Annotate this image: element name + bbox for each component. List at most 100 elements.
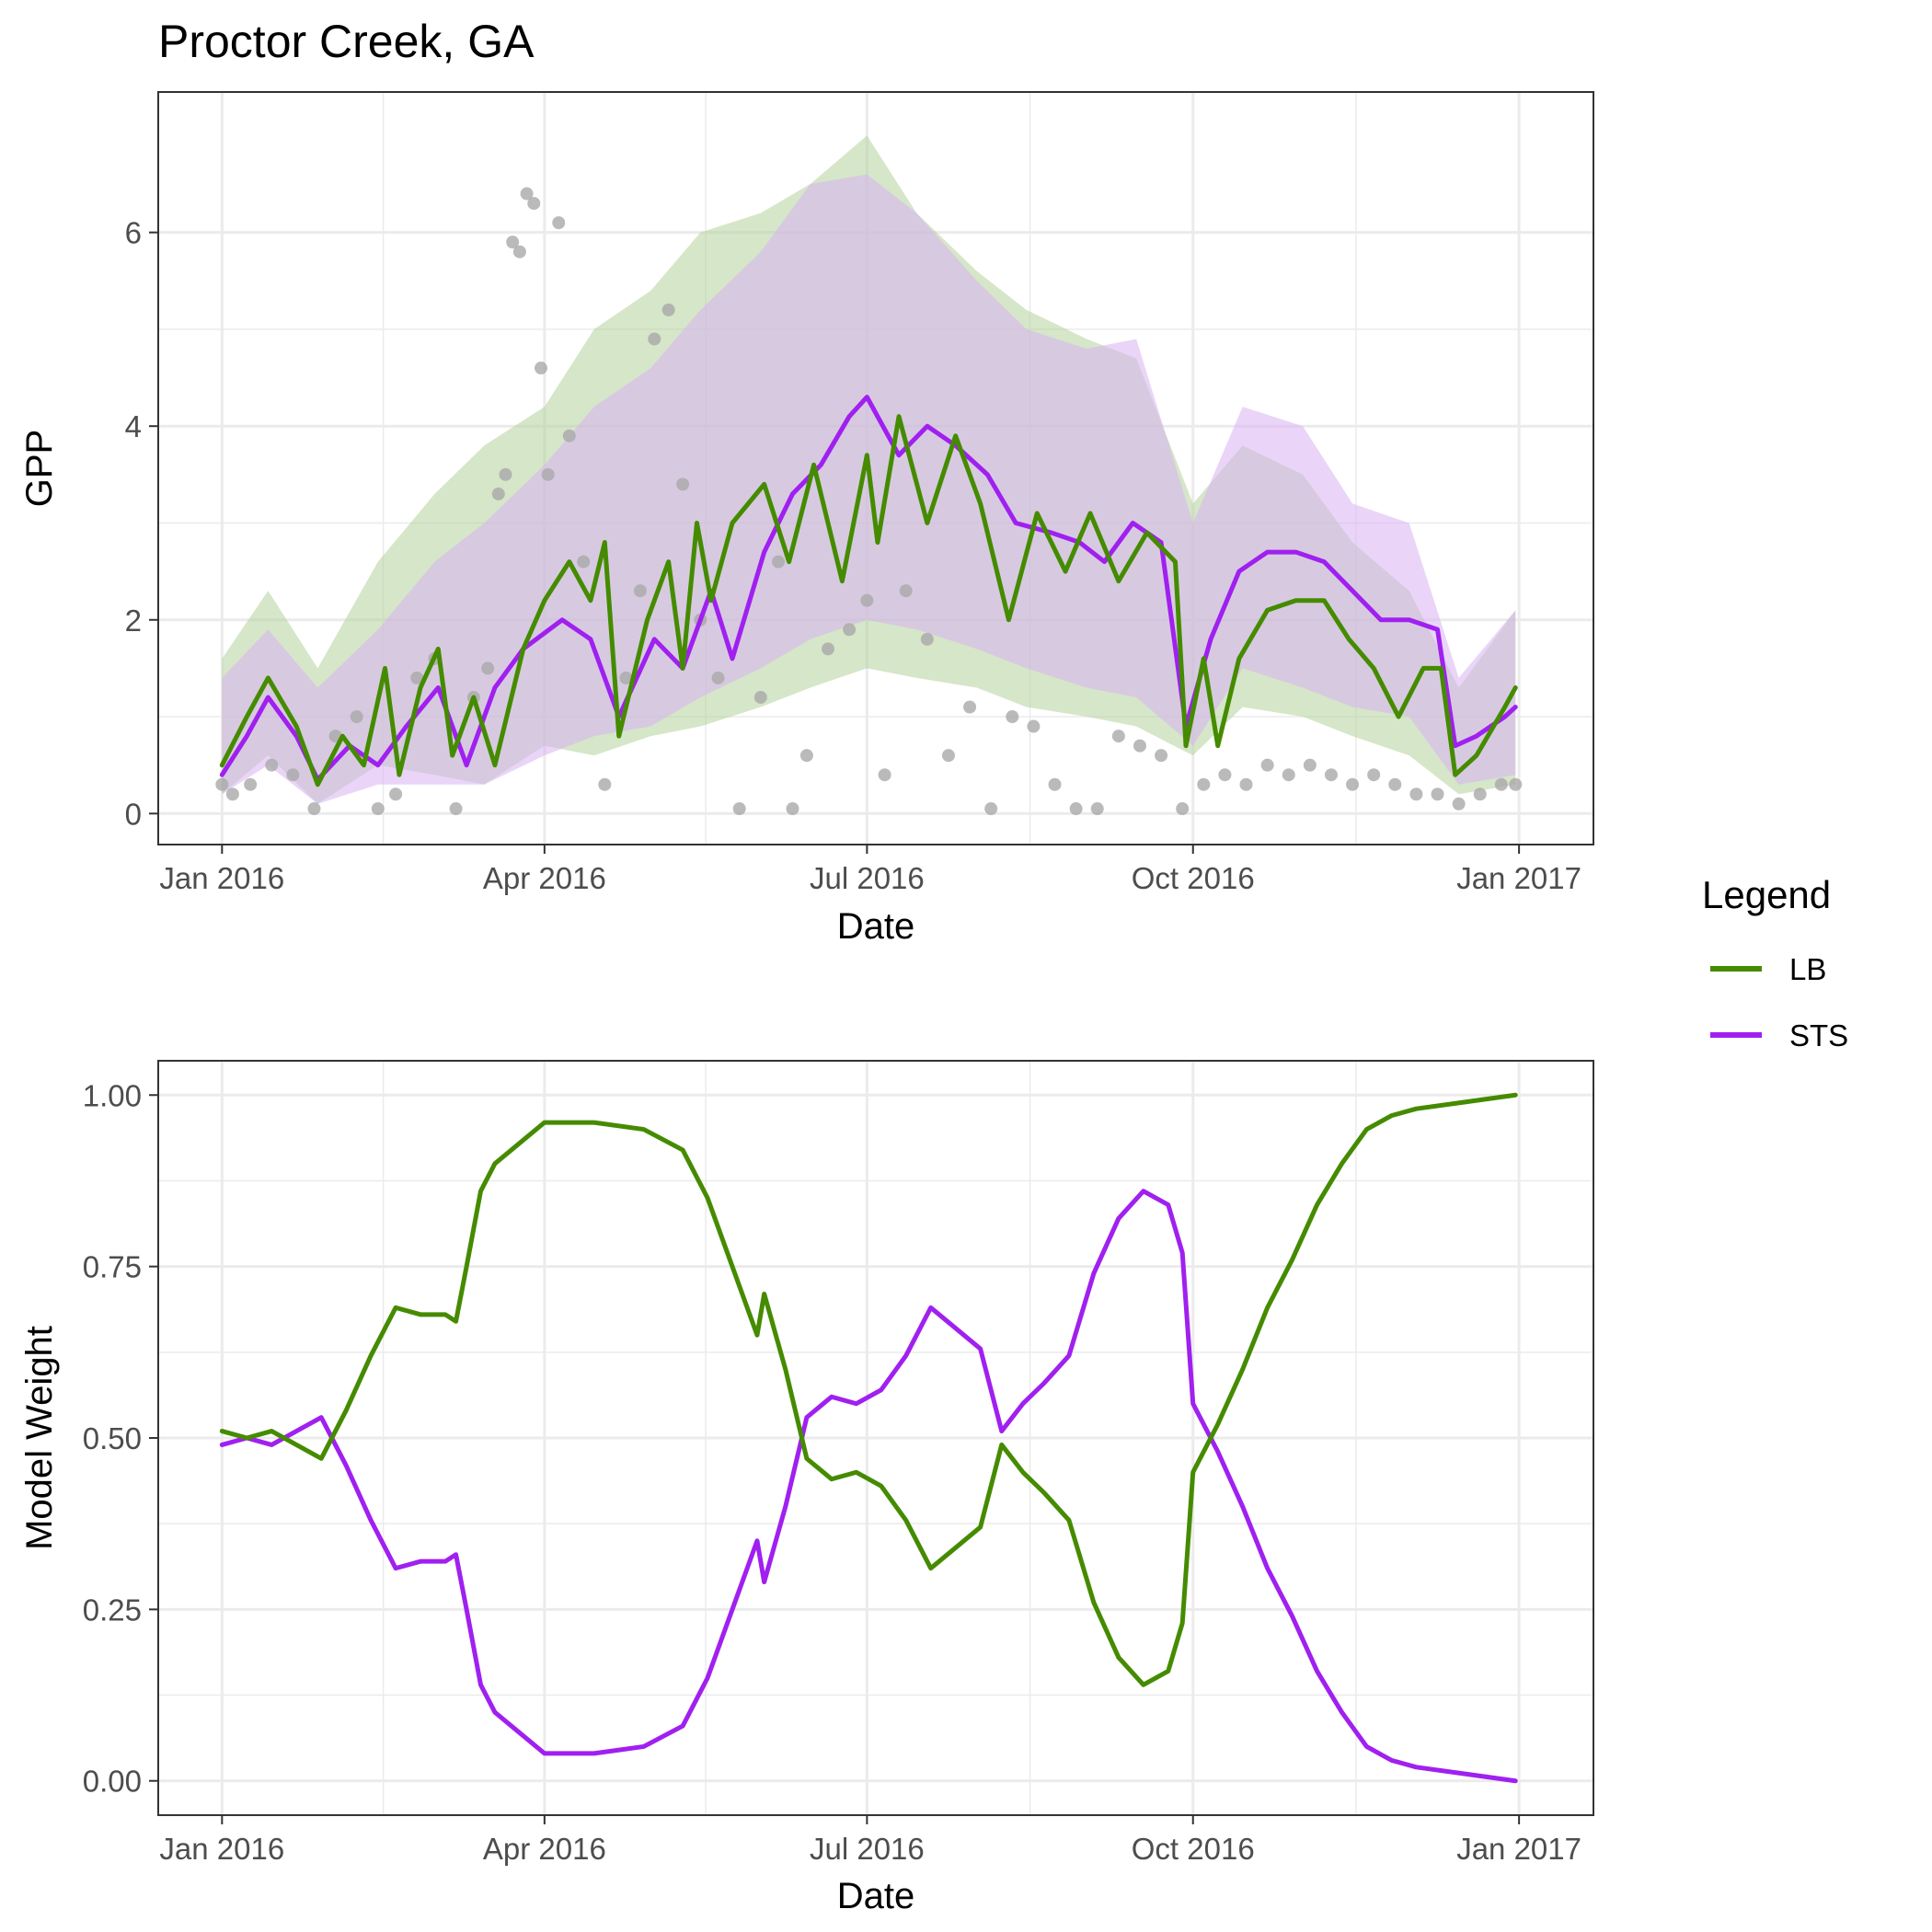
- gpp-observed-point: [1155, 749, 1168, 763]
- gpp-observed-point: [1069, 802, 1083, 816]
- gpp-observed-point: [1218, 768, 1232, 782]
- gpp-observed-point: [1346, 777, 1360, 791]
- gpp-axes: Jan 2016 Apr 2016 Jul 2016 Oct 2016 Jan 2017…: [125, 216, 1581, 895]
- gpp-observed-point: [633, 584, 647, 598]
- gpp-observed-point: [661, 303, 675, 316]
- legend-title: Legend: [1702, 873, 1831, 916]
- figure-title: Proctor Creek, GA: [158, 16, 535, 67]
- gpp-observed-point: [1324, 768, 1338, 782]
- gpp-y-tick-label: 6: [125, 216, 142, 250]
- gpp-y-tick-label: 2: [125, 604, 142, 638]
- gpp-x-tick-label: Oct 2016: [1132, 861, 1255, 895]
- weight-x-tick-label: Jan 2017: [1456, 1832, 1581, 1866]
- weight-y-tick-label: 1.00: [83, 1078, 142, 1112]
- gpp-observed-point: [1176, 802, 1190, 816]
- weight-line-sts: [219, 1189, 1518, 1784]
- gpp-observed-point: [648, 332, 661, 346]
- gpp-observed-point: [1509, 777, 1523, 791]
- gpp-y-tick-label: 0: [125, 797, 142, 831]
- gpp-observed-point: [1090, 802, 1104, 816]
- gpp-observed-point: [577, 555, 591, 569]
- gpp-observed-point: [920, 632, 934, 646]
- gpp-observed-point: [410, 671, 424, 684]
- gpp-observed-point: [1494, 777, 1508, 791]
- gpp-line-lb: [219, 414, 1518, 788]
- weight-gridlines: [158, 1061, 1593, 1815]
- gpp-observed-point: [772, 555, 786, 569]
- weight-x-tick-label: Jan 2016: [159, 1832, 284, 1866]
- legend-label-lb: LB: [1789, 952, 1826, 986]
- gpp-observed-point: [535, 362, 547, 375]
- gpp-observed-point: [1260, 758, 1274, 772]
- gpp-observed-point: [350, 710, 363, 724]
- gpp-x-tick-label: Apr 2016: [483, 861, 606, 895]
- gpp-model-lines: [219, 395, 1518, 788]
- legend-label-sts: STS: [1789, 1018, 1848, 1052]
- gpp-observed-point: [481, 661, 495, 675]
- weight-y-tick-label: 0.50: [83, 1421, 142, 1455]
- gpp-observed-point: [598, 777, 612, 791]
- gpp-y-axis-title: GPP: [19, 430, 60, 507]
- gpp-observed-point: [389, 788, 403, 801]
- gpp-y-tick-label: 4: [125, 409, 142, 443]
- gpp-observed-point: [1431, 788, 1444, 801]
- gpp-observed-point: [711, 671, 725, 684]
- gpp-observed-point: [1239, 777, 1253, 791]
- gpp-observed-point: [1133, 739, 1146, 753]
- weight-axes: Jan 2016 Apr 2016 Jul 2016 Oct 2016 Jan 2017…: [83, 1078, 1581, 1866]
- gpp-observed-point: [1409, 788, 1423, 801]
- gpp-observed-point: [843, 623, 857, 637]
- gpp-x-axis-title: Date: [837, 906, 915, 947]
- gpp-observed-point: [371, 802, 385, 816]
- gpp-observed-point: [307, 802, 321, 816]
- gpp-observed-point: [520, 187, 534, 201]
- gpp-observed-point: [1473, 788, 1487, 801]
- gpp-observed-point: [1452, 797, 1466, 811]
- gpp-observed-point: [1111, 730, 1125, 743]
- gpp-observed-point: [822, 642, 834, 656]
- gpp-observed-point: [1388, 777, 1402, 791]
- gpp-observed-point: [1006, 710, 1019, 724]
- gpp-x-tick-label: Jan 2017: [1456, 861, 1581, 895]
- gpp-observed-point: [799, 749, 813, 763]
- weight-y-axis-title: Model Weight: [19, 1326, 60, 1550]
- gpp-observed-point: [899, 584, 913, 598]
- gpp-observed-point: [1282, 768, 1295, 782]
- gpp-observed-point: [552, 216, 566, 230]
- gpp-observed-point: [225, 788, 239, 801]
- weight-x-tick-label: Apr 2016: [483, 1832, 606, 1866]
- weight-y-tick-label: 0.75: [83, 1250, 142, 1284]
- gpp-observed-point: [244, 777, 258, 791]
- gpp-observed-point: [963, 700, 977, 714]
- gpp-observed-point: [860, 593, 874, 607]
- gpp-observed-point: [1197, 777, 1211, 791]
- weight-x-axis-title: Date: [837, 1876, 915, 1916]
- weight-line-lb: [219, 1092, 1518, 1687]
- weight-x-tick-label: Oct 2016: [1132, 1832, 1255, 1866]
- weight-y-tick-label: 0.25: [83, 1593, 142, 1627]
- gpp-observed-point: [732, 802, 746, 816]
- gpp-observed-point: [619, 671, 633, 684]
- gpp-observed-point: [984, 802, 998, 816]
- gpp-x-tick-label: Jul 2016: [810, 861, 925, 895]
- gpp-observed-point: [499, 467, 512, 481]
- weight-panel: Jan 2016 Apr 2016 Jul 2016 Oct 2016 Jan 2017…: [19, 1060, 1594, 1916]
- gpp-line-sts: [219, 395, 1518, 782]
- gpp-observed-point: [286, 768, 300, 782]
- weight-x-tick-label: Jul 2016: [810, 1832, 925, 1866]
- gpp-observed-point: [491, 487, 505, 500]
- gpp-panel-border: [157, 91, 1594, 845]
- gpp-observed-point: [1367, 768, 1381, 782]
- gpp-observed-point: [941, 749, 955, 763]
- gpp-observed-point: [541, 467, 555, 481]
- gpp-observed-point: [1027, 719, 1041, 733]
- gpp-observed-points: [215, 187, 1523, 816]
- gpp-observed-point: [562, 429, 576, 443]
- gpp-panel: Jan 2016 Apr 2016 Jul 2016 Oct 2016 Jan 2017…: [19, 91, 1594, 947]
- gpp-observed-point: [1303, 758, 1317, 772]
- legend: Legend LB STS: [1702, 873, 1848, 1052]
- weight-y-tick-label: 0.00: [83, 1765, 142, 1799]
- weight-model-lines: [219, 1092, 1518, 1784]
- gpp-observed-point: [786, 802, 799, 816]
